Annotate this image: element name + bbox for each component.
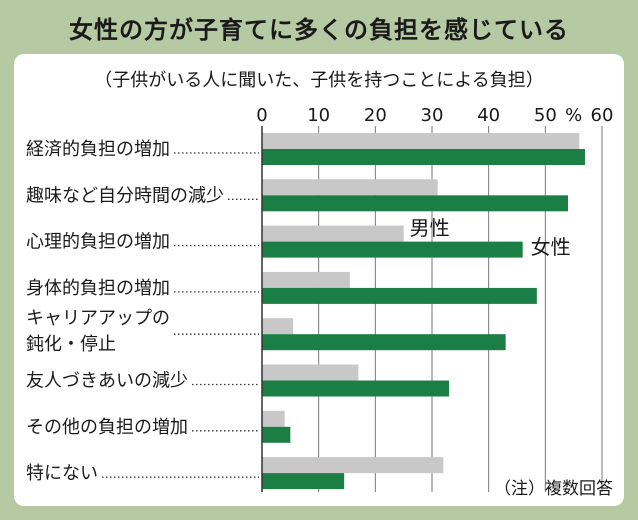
bar-women — [262, 149, 585, 165]
chart-subtitle: （子供がいる人に聞いた、子供を持つことによる負担） — [94, 70, 544, 91]
legend-men: 男性 — [410, 216, 450, 240]
tick-label: 60 — [591, 105, 614, 126]
tick-label: 30 — [421, 105, 444, 126]
tick-label: 40 — [477, 105, 500, 126]
category-label: 経済的負担の増加 — [26, 139, 170, 160]
footnote: （注）複数回答 — [494, 479, 613, 499]
bar-women — [262, 195, 568, 212]
category-label: その他の負担の増加 — [26, 417, 188, 438]
bar-women — [262, 380, 449, 397]
category-label: 心理的負担の増加 — [26, 232, 170, 253]
bar-men — [262, 271, 350, 288]
category-label: 鈍化・停止 — [26, 334, 116, 355]
bar-men — [262, 410, 285, 427]
legend-women: 女性 — [531, 235, 571, 259]
bar-men — [262, 133, 580, 149]
bar-men — [262, 364, 359, 381]
bar-women — [262, 287, 537, 304]
tick-label: 20 — [364, 105, 387, 126]
tick-label: 50 — [534, 105, 557, 126]
bar-men — [262, 318, 294, 335]
bar-men — [262, 179, 438, 196]
tick-label: 0 — [256, 105, 267, 126]
tick-label: 10 — [307, 105, 330, 126]
bar-women — [262, 473, 345, 490]
category-label: 友人づきあいの減少 — [26, 371, 188, 392]
bar-women — [262, 426, 291, 443]
bar-men — [262, 225, 404, 242]
category-label: 身体的負担の増加 — [26, 278, 170, 299]
bar-women — [262, 334, 506, 351]
category-label: 特にない — [26, 463, 98, 484]
category-label: 趣味など自分時間の減少 — [26, 185, 224, 206]
page-title: 女性の方が子育てに多くの負担を感じている — [69, 16, 569, 44]
bar-men — [262, 457, 444, 474]
category-label: キャリアアップの — [26, 308, 170, 329]
bar-women — [262, 241, 523, 258]
unit-label: % — [565, 105, 582, 126]
